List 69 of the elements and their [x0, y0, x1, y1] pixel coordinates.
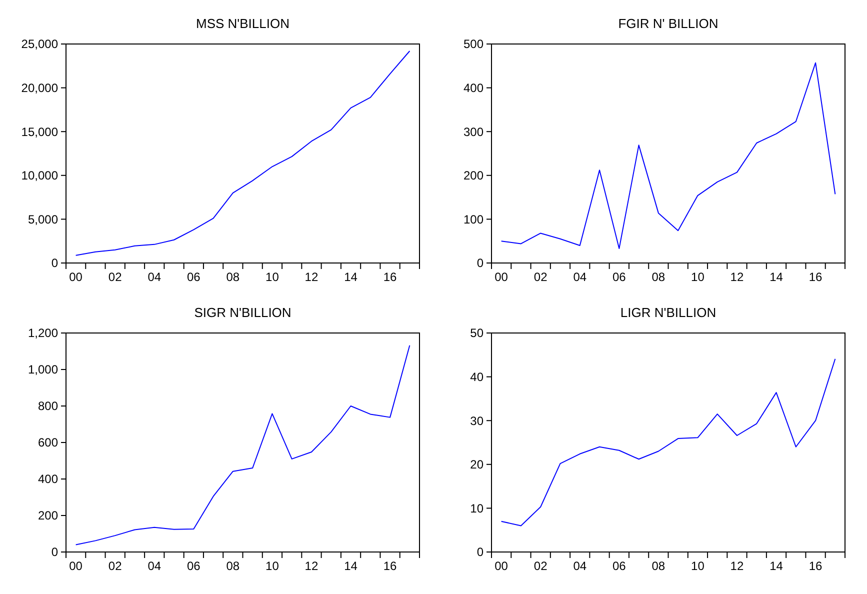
x-tick-label: 00 [69, 270, 83, 284]
y-tick-label: 1,000 [28, 362, 58, 377]
x-tick-label: 02 [108, 270, 122, 284]
x-tick-label: 06 [612, 559, 626, 573]
x-tick-label: 14 [344, 559, 358, 573]
y-tick-label: 30 [470, 414, 484, 428]
line-series [500, 358, 836, 526]
y-tick-label: 5,000 [28, 212, 58, 226]
y-tick-label: 100 [463, 212, 484, 226]
x-tick-label: 12 [730, 559, 744, 573]
x-tick-label: 10 [691, 559, 705, 573]
x-tick-label: 02 [534, 270, 548, 284]
y-tick-label: 25,000 [21, 37, 58, 52]
y-tick-label: 40 [470, 370, 484, 384]
x-tick-label: 16 [383, 270, 398, 284]
y-tick-label: 400 [463, 81, 484, 95]
y-tick-label: 200 [463, 168, 484, 183]
x-tick-label: 10 [691, 270, 705, 284]
line-series [500, 62, 836, 250]
x-tick-label: 06 [186, 559, 201, 573]
y-tick-label: 800 [38, 399, 58, 414]
chart-title: FGIR N' BILLION [618, 16, 718, 31]
y-tick-label: 50 [470, 326, 484, 340]
y-tick-label: 200 [38, 508, 58, 523]
x-tick-label: 08 [226, 270, 240, 284]
x-tick-label: 04 [148, 559, 162, 573]
x-tick-label: 14 [344, 270, 358, 284]
y-tick-label: 10,000 [21, 168, 58, 183]
y-tick-label: 0 [476, 256, 484, 270]
x-tick-label: 10 [266, 559, 280, 573]
line-series [75, 344, 410, 546]
y-tick-label: 20 [470, 458, 484, 472]
y-tick-label: 10 [470, 501, 484, 516]
x-tick-label: 04 [148, 270, 162, 284]
x-tick-label: 14 [770, 270, 784, 284]
x-tick-label: 06 [186, 270, 201, 284]
y-tick-label: 1,200 [28, 326, 58, 340]
y-tick-label: 20,000 [21, 81, 58, 95]
x-tick-label: 16 [808, 270, 823, 284]
y-tick-label: 600 [38, 436, 58, 450]
chart-title: SIGR N'BILLION [194, 305, 292, 320]
x-tick-label: 00 [494, 559, 508, 573]
x-tick-label: 00 [69, 559, 83, 573]
x-tick-label: 14 [770, 559, 784, 573]
x-tick-label: 08 [652, 270, 666, 284]
x-tick-label: 10 [266, 270, 280, 284]
x-tick-label: 08 [226, 559, 240, 573]
y-tick-label: 15,000 [21, 124, 58, 139]
y-tick-label: 0 [476, 545, 484, 560]
y-tick-label: 300 [463, 124, 484, 139]
x-tick-label: 12 [304, 559, 318, 573]
y-tick-label: 500 [463, 37, 484, 52]
line-series [75, 50, 410, 256]
x-tick-label: 06 [612, 270, 626, 284]
x-tick-label: 16 [383, 559, 398, 573]
x-tick-label: 16 [808, 559, 823, 573]
x-tick-label: 12 [304, 270, 318, 284]
x-tick-label: 00 [494, 270, 508, 284]
x-tick-label: 02 [534, 559, 548, 573]
x-tick-label: 08 [652, 559, 666, 573]
chart-title: MSS N'BILLION [196, 16, 290, 31]
x-tick-label: 04 [573, 270, 587, 284]
chart-title: LIGR N'BILLION [620, 305, 716, 320]
y-tick-label: 0 [51, 545, 58, 560]
y-tick-label: 0 [51, 256, 58, 270]
x-tick-label: 02 [108, 559, 122, 573]
x-tick-label: 04 [573, 559, 587, 573]
x-tick-label: 12 [730, 270, 744, 284]
y-tick-label: 400 [38, 472, 58, 486]
